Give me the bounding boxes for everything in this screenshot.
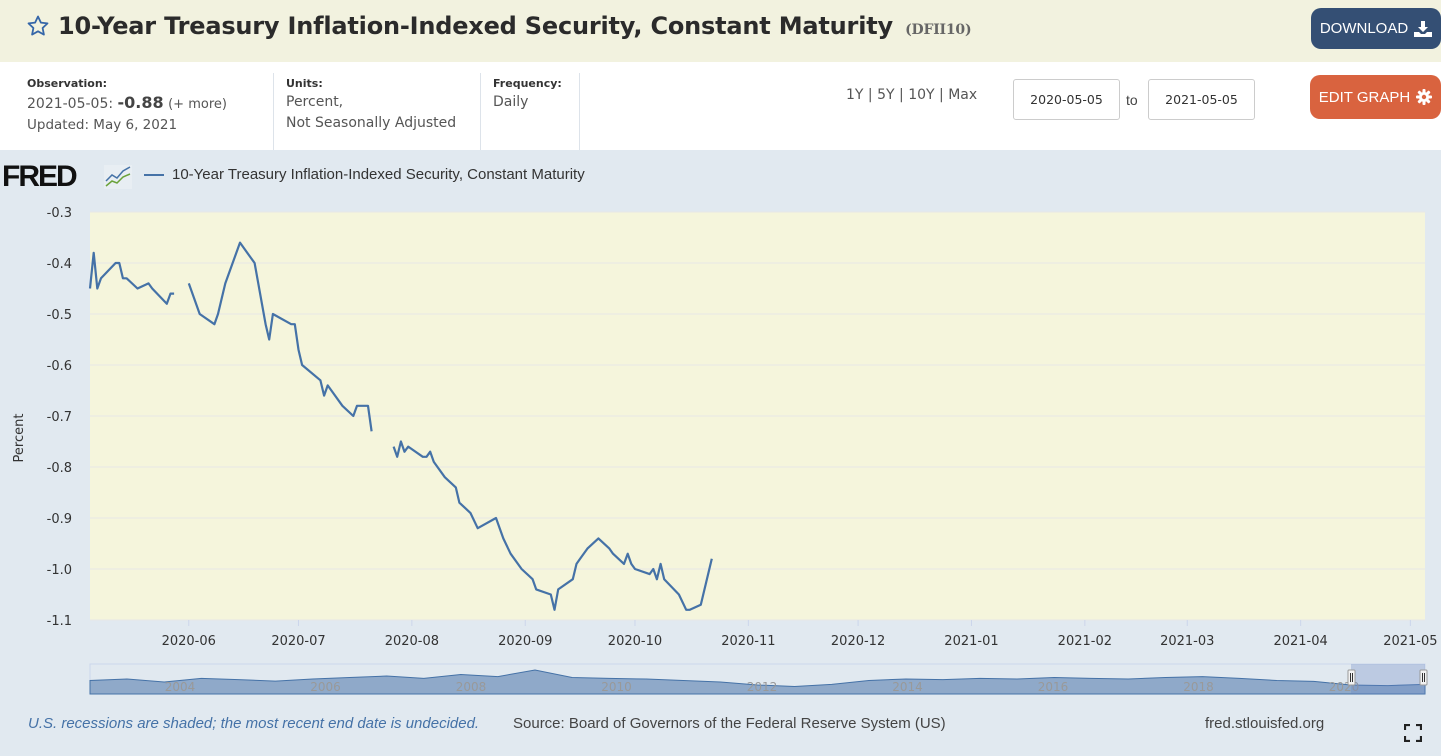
- y-tick-label: -0.4: [47, 257, 72, 272]
- end-date-input[interactable]: [1148, 79, 1255, 120]
- series-title: 10-Year Treasury Inflation-Indexed Secur…: [58, 12, 893, 40]
- frequency-value: Daily: [493, 94, 529, 110]
- range-10y[interactable]: 10Y: [908, 87, 935, 103]
- range-1y[interactable]: 1Y: [846, 87, 864, 103]
- x-tick-label: 2020-12: [831, 634, 885, 649]
- frequency-block: Frequency: Daily: [493, 73, 580, 150]
- y-tick-label: -0.9: [47, 512, 72, 527]
- site-link[interactable]: fred.stlouisfed.org: [1205, 715, 1325, 732]
- navigator-handle[interactable]: [1347, 669, 1356, 686]
- observation-block: Observation: 2021-05-05: -0.88 (+ more) …: [27, 73, 274, 150]
- recession-note: U.S. recessions are shaded; the most rec…: [28, 715, 480, 732]
- observation-line: 2021-05-05: -0.88 (+ more): [27, 92, 273, 115]
- fred-chart-icon: [104, 165, 132, 189]
- navigator-year-label: 2018: [1183, 680, 1214, 694]
- y-axis-label: Percent: [12, 414, 27, 463]
- y-tick-label: -0.8: [47, 461, 72, 476]
- range-links: 1Y | 5Y | 10Y | Max: [846, 87, 977, 103]
- chart-legend: 10-Year Treasury Inflation-Indexed Secur…: [144, 166, 585, 183]
- observation-value: -0.88: [117, 93, 164, 112]
- series-line-segment: [187, 241, 373, 432]
- grid-lines: [90, 211, 1425, 621]
- range-max[interactable]: Max: [948, 87, 978, 103]
- page-title: 10-Year Treasury Inflation-Indexed Secur…: [58, 12, 972, 40]
- y-tick-label: -0.7: [47, 410, 72, 425]
- fred-logo-text: FRED: [2, 160, 78, 193]
- legend-label: 10-Year Treasury Inflation-Indexed Secur…: [172, 166, 585, 183]
- series-line-segment: [392, 440, 713, 611]
- x-tick-label: 2021-01: [944, 634, 998, 649]
- x-tick-label: 2020-11: [721, 634, 775, 649]
- y-tick-label: -1.1: [47, 614, 72, 629]
- meta-bar: Observation: 2021-05-05: -0.88 (+ more) …: [0, 62, 1441, 150]
- navigator-year-label: 2010: [601, 680, 632, 694]
- fred-logo[interactable]: FRED: [2, 160, 78, 194]
- separator: |: [867, 87, 873, 103]
- edit-graph-button[interactable]: EDIT GRAPH: [1310, 75, 1441, 119]
- more-link[interactable]: (+ more): [168, 97, 227, 112]
- download-label: DOWNLOAD: [1319, 20, 1409, 37]
- x-axis-ticks: 2020-06 2020-07 2020-08 2020-09 2020-10 2020-…: [162, 620, 1438, 649]
- x-tick-label: 2020-09: [498, 634, 552, 649]
- x-tick-label: 2020-08: [385, 634, 439, 649]
- separator: |: [939, 87, 944, 103]
- x-tick-label: 2020-10: [608, 634, 662, 649]
- navigator-year-label: 2012: [747, 680, 778, 694]
- series-id: (DFII10): [905, 22, 972, 38]
- navigator-year-label: 2014: [892, 680, 923, 694]
- download-icon: [1414, 20, 1433, 37]
- navigator-year-label: 2016: [1038, 680, 1069, 694]
- updated-date: Updated: May 6, 2021: [27, 117, 178, 133]
- download-button[interactable]: DOWNLOAD: [1311, 8, 1441, 49]
- to-label: to: [1126, 92, 1138, 108]
- y-tick-label: -0.6: [47, 359, 72, 374]
- frequency-label: Frequency:: [493, 77, 562, 90]
- x-tick-label: 2020-07: [271, 634, 325, 649]
- y-axis-ticks: -0.3 -0.4 -0.5 -0.6 -0.7 -0.8 -0.9 -1.0 -1.1: [47, 206, 72, 629]
- navigator: 2004 2006 2008 2010 2012 2014 2016 2018 2020: [89, 663, 1428, 695]
- title-bar: 10-Year Treasury Inflation-Indexed Secur…: [0, 0, 1441, 62]
- gear-icon: [1416, 89, 1433, 105]
- x-tick-label: 2021-04: [1273, 634, 1327, 649]
- fullscreen-icon[interactable]: [1404, 724, 1422, 742]
- source-text: Source: Board of Governors of the Federa…: [513, 715, 946, 732]
- y-tick-label: -1.0: [47, 563, 72, 578]
- units-adjustment: Not Seasonally Adjusted: [286, 115, 457, 131]
- navigator-year-label: 2004: [165, 680, 196, 694]
- series-line-segment: [88, 251, 175, 305]
- star-icon[interactable]: [26, 14, 50, 38]
- navigator-area: [89, 669, 1426, 695]
- legend-line-swatch: [144, 173, 164, 176]
- navigator-year-label: 2008: [456, 680, 487, 694]
- navigator-year-label: 2006: [310, 680, 341, 694]
- observation-date: 2021-05-05:: [27, 96, 114, 112]
- separator: |: [899, 87, 904, 103]
- units-block: Units: Percent, Not Seasonally Adjusted: [286, 73, 481, 150]
- series-lines: [88, 241, 713, 611]
- y-tick-label: -0.3: [47, 206, 72, 221]
- range-5y[interactable]: 5Y: [877, 87, 895, 103]
- start-date-input[interactable]: [1013, 79, 1120, 120]
- x-tick-label: 2021-02: [1058, 634, 1112, 649]
- x-tick-label: 2020-06: [162, 634, 216, 649]
- navigator-handle[interactable]: [1419, 669, 1428, 686]
- navigator-selection: [1351, 664, 1425, 694]
- y-tick-label: -0.5: [47, 308, 72, 323]
- observation-label: Observation:: [27, 77, 108, 90]
- line-chart[interactable]: -0.3 -0.4 -0.5 -0.6 -0.7 -0.8 -0.9 -1.0 -1.1 202…: [0, 195, 1441, 705]
- units-value: Percent,: [286, 94, 344, 110]
- x-tick-label: 2021-05: [1383, 634, 1437, 649]
- edit-graph-label: EDIT GRAPH: [1318, 88, 1411, 106]
- x-tick-label: 2021-03: [1160, 634, 1214, 649]
- units-label: Units:: [286, 77, 323, 90]
